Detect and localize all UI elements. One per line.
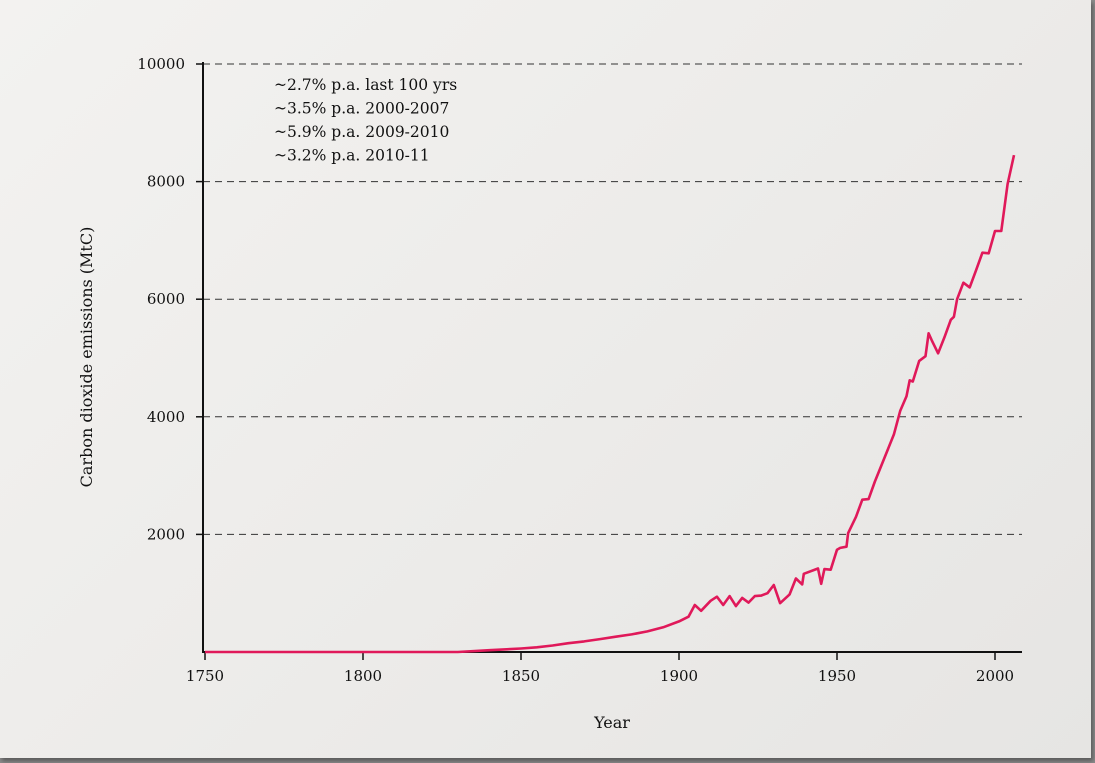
annotation-text: ~5.9% p.a. 2009-2010	[274, 123, 449, 141]
y-tick-label: 4000	[147, 408, 185, 426]
x-axis-ticks: 1750 1800 1850 1900 1950 2000	[186, 652, 1014, 685]
x-tick-label: 1950	[818, 667, 856, 685]
y-axis-title: Carbon dioxide emissions (MtC)	[77, 227, 96, 488]
x-axis-title: Year	[593, 713, 630, 732]
x-tick-label: 2000	[976, 667, 1014, 685]
annotation-text: ~2.7% p.a. last 100 yrs	[274, 76, 457, 94]
gridlines	[203, 63, 1022, 535]
x-tick-label: 1900	[660, 667, 698, 685]
x-tick-label: 1850	[502, 667, 540, 685]
x-tick-label: 1800	[344, 667, 382, 685]
annotation-text: ~3.5% p.a. 2000-2007	[274, 100, 449, 118]
emissions-series-line	[205, 154, 1016, 654]
x-tick-label: 1750	[186, 667, 224, 685]
y-tick-label: 10000	[137, 55, 185, 73]
annotation-text: ~3.2% p.a. 2010-11	[274, 147, 430, 165]
y-tick-label: 6000	[147, 290, 185, 308]
growth-rate-annotations: ~2.7% p.a. last 100 yrs ~3.5% p.a. 2000-2…	[274, 76, 457, 165]
y-tick-label: 2000	[147, 525, 185, 543]
y-tick-label: 8000	[147, 173, 185, 191]
y-axis-ticks: 2000 4000 6000 8000 10000	[137, 55, 203, 543]
